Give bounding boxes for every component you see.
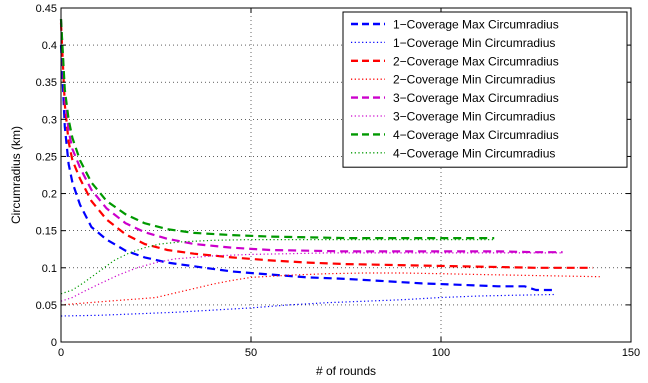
legend-label: 2−Coverage Min Circumradius <box>393 73 555 87</box>
series-line-1 <box>59 45 555 292</box>
legend-label: 3−Coverage Min Circumradius <box>393 110 555 124</box>
legend-label: 4−Coverage Min Circumradius <box>393 146 555 160</box>
x-tick-label: 0 <box>58 347 64 359</box>
y-tick-label: 0.45 <box>36 3 57 15</box>
series-line-4 <box>60 272 601 306</box>
y-tick-label: 0.1 <box>42 263 57 275</box>
legend-label: 1−Coverage Max Circumradius <box>393 18 559 32</box>
y-axis-label: Circumradius (km) <box>9 126 23 224</box>
y-tick-label: 0.3 <box>42 114 57 126</box>
y-tick-label: 0.25 <box>36 151 57 163</box>
series-line-5 <box>59 19 563 254</box>
x-tick-label: 100 <box>432 347 450 359</box>
ticks: 0 50 100 150 0 0.05 0.1 0.15 0.2 0.25 0.3 0.35 0.4 0.… <box>36 3 641 359</box>
series-line-7 <box>59 19 495 240</box>
series-line-8 <box>60 239 495 295</box>
series-line-2 <box>60 293 556 317</box>
x-tick-label: 150 <box>622 347 640 359</box>
x-axis-label: # of rounds <box>316 364 376 378</box>
legend-box <box>342 11 628 168</box>
legend-label: 4−Coverage Max Circumradius <box>393 128 559 142</box>
y-tick-label: 0.35 <box>36 77 57 89</box>
plot-frame <box>60 7 632 343</box>
legend: 1−Coverage Max Circumradius 1−Coverage Mi… <box>342 11 628 168</box>
series-line-3 <box>59 22 593 269</box>
y-tick-label: 0.15 <box>36 226 57 238</box>
y-tick-label: 0.2 <box>42 189 57 201</box>
y-tick-label: 0 <box>51 337 57 349</box>
legend-label: 3−Coverage Max Circumradius <box>393 91 559 105</box>
x-tick-label: 50 <box>245 347 257 359</box>
legend-label: 1−Coverage Min Circumradius <box>393 36 555 50</box>
y-tick-label: 0.05 <box>36 300 57 312</box>
legend-label: 2−Coverage Max Circumradius <box>393 54 559 68</box>
series-group <box>59 19 601 317</box>
y-tick-label: 0.4 <box>42 40 57 52</box>
